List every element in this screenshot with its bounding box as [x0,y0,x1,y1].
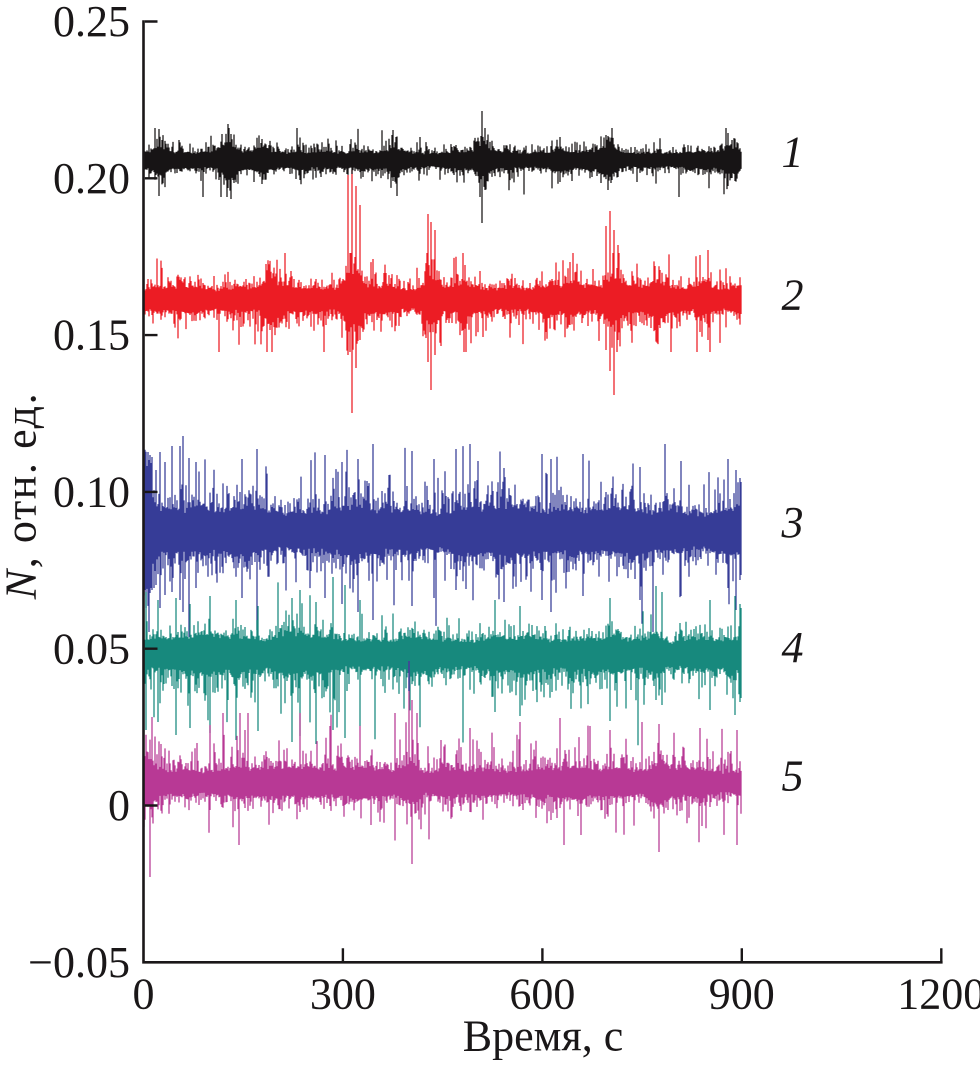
svg-text:1: 1 [782,128,804,177]
svg-text:0: 0 [133,969,155,1018]
svg-text:5: 5 [782,752,804,801]
svg-text:2: 2 [782,271,804,320]
svg-text:0.20: 0.20 [53,154,130,203]
svg-text:1200: 1200 [897,969,980,1018]
svg-text:0.05: 0.05 [53,624,130,673]
svg-text:0.25: 0.25 [53,0,130,46]
svg-text:600: 600 [509,969,575,1018]
svg-text:N, отн. ед.: N, отн. ед. [0,392,46,600]
svg-text:−0.05: −0.05 [28,938,130,987]
svg-text:0.15: 0.15 [53,311,130,360]
svg-text:0.10: 0.10 [53,468,130,517]
svg-text:0: 0 [108,781,130,830]
svg-text:Время, с: Время, с [463,1012,624,1061]
svg-text:900: 900 [709,969,775,1018]
svg-text:4: 4 [782,623,804,672]
svg-text:3: 3 [781,498,804,547]
svg-text:300: 300 [310,969,376,1018]
